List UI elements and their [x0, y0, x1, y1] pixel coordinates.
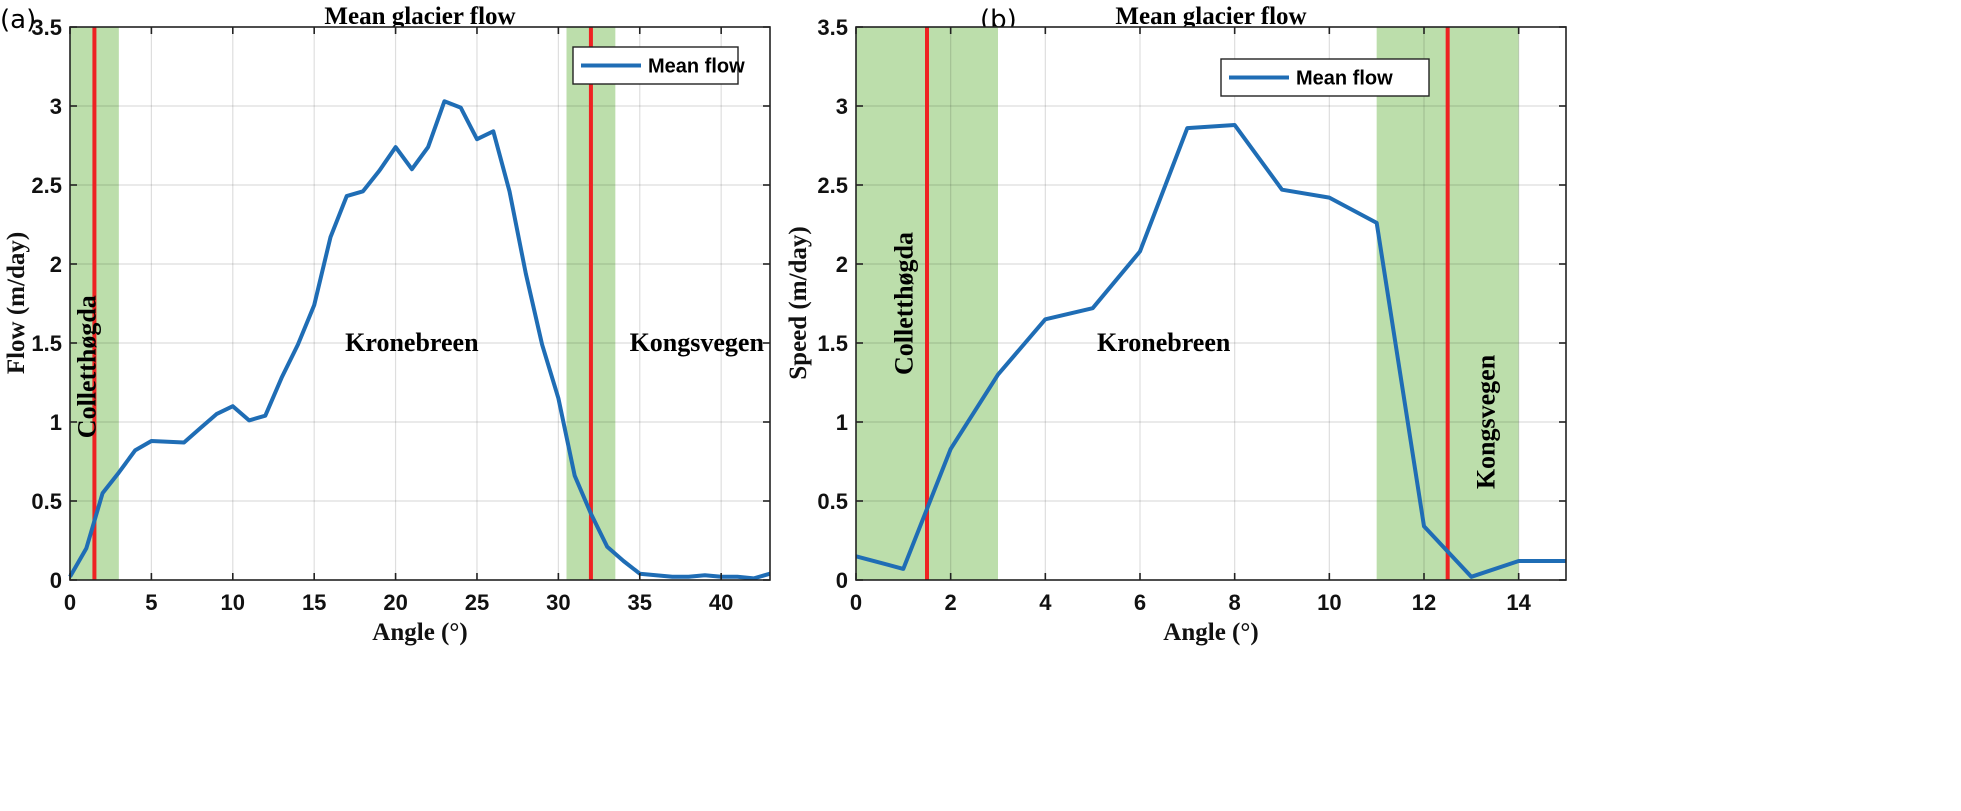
panel-a-plot-area: [70, 27, 770, 580]
panel-b-ytick-label: 1.5: [817, 331, 848, 356]
panel-a-annotation-kronebreen: Kronebreen: [345, 328, 479, 357]
panel-a-chart: (a) Mean glacier flow 0 5 10 15 20 25 30 35 40 0 0…: [0, 3, 771, 646]
panel-b-axes-box: [855, 26, 1567, 581]
panel-a-xtick-label: 40: [709, 590, 733, 615]
panel-b-ytick-label: 2.5: [817, 173, 848, 198]
panel-a-ytick-label: 1: [50, 410, 62, 435]
panel-b-xtick-label: 10: [1317, 590, 1341, 615]
panel-b-xtick-label: 12: [1412, 590, 1436, 615]
panel-a-xtick-label: 25: [465, 590, 489, 615]
panel-a-xtick-label: 10: [221, 590, 245, 615]
panel-b-xtick-label: 8: [1229, 590, 1241, 615]
panel-b-ytick-label: 0.5: [817, 489, 848, 514]
panel-a-legend-label: Mean flow: [648, 56, 745, 78]
panel-a-title: Mean glacier flow: [324, 3, 515, 30]
panel-a-xtick-label: 15: [302, 590, 326, 615]
panel-a-ytick-label: 3.5: [31, 15, 62, 40]
panel-b-xtick-label: 14: [1506, 590, 1531, 615]
panel-a-ytick-label: 2.5: [31, 173, 62, 198]
panel-b-annotation-kongsvegen: Kongsvegen: [1472, 354, 1501, 489]
panel-b-ytick-label: 2: [836, 252, 848, 277]
panel-a-series-line-mean-flow: [68, 99, 771, 581]
panel-b-legend-label: Mean flow: [1296, 68, 1393, 90]
panel-a-ytick-label: 1.5: [31, 331, 62, 356]
panel-b-annotation-kronebreen: Kronebreen: [1097, 328, 1231, 357]
panel-b-chart: (b) Mean glacier flow 0 2 4 6 8 10 12 1400.511.…: [785, 3, 1567, 646]
panel-b-ytick-label: 1: [836, 410, 848, 435]
panel-b-ytick-label: 0: [836, 568, 848, 593]
panel-b-title: Mean glacier flow: [1115, 3, 1306, 30]
panel-a-ylabel: Flow (m/day): [3, 232, 30, 374]
panel-b-xtick-label: 0: [850, 590, 862, 615]
panel-b-series-line-mean-flow: [855, 123, 1566, 579]
panel-a-xtick-label: 30: [546, 590, 570, 615]
panel-a-ytick-label: 3: [50, 94, 62, 119]
panel-a-xtick-label: 20: [383, 590, 407, 615]
panel-a-annotation-kongsvegen: Kongsvegen: [630, 328, 765, 357]
panel-b-ylabel: Speed (m/day): [785, 226, 812, 379]
panel-a-ytick-label: 2: [50, 252, 62, 277]
panel-a-xlabel: Angle (°): [372, 619, 467, 646]
panel-b-legend: Mean flow: [1220, 58, 1430, 97]
panel-a-ytick-label: 0.5: [31, 489, 62, 514]
panel-b-xlabel: Angle (°): [1163, 619, 1258, 646]
panel-a-axes-box: [69, 26, 771, 581]
panel-a-xtick-label: 0: [64, 590, 76, 615]
panel-b-annotation-colletthgda: Colletthøgda: [889, 232, 918, 375]
panel-b-ytick-label: 3.5: [817, 15, 848, 40]
panel-b-xtick-label: 4: [1039, 590, 1052, 615]
panel-a-legend: Mean flow: [572, 46, 745, 85]
panel-a-xtick-label: 5: [145, 590, 157, 615]
panel-a-xtick-label: 35: [628, 590, 652, 615]
panel-a-ytick-label: 0: [50, 568, 62, 593]
panel-a-label: (a): [0, 5, 36, 35]
panel-b-xtick-label: 6: [1134, 590, 1146, 615]
panel-a-annotation-colletthgda: Colletthøgda: [72, 295, 101, 438]
panel-b-xtick-label: 2: [945, 590, 957, 615]
panel-b-ytick-label: 3: [836, 94, 848, 119]
